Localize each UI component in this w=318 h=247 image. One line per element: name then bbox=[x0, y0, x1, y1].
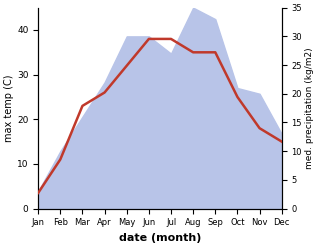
X-axis label: date (month): date (month) bbox=[119, 233, 201, 243]
Y-axis label: max temp (C): max temp (C) bbox=[4, 74, 14, 142]
Y-axis label: med. precipitation (kg/m2): med. precipitation (kg/m2) bbox=[305, 47, 314, 169]
